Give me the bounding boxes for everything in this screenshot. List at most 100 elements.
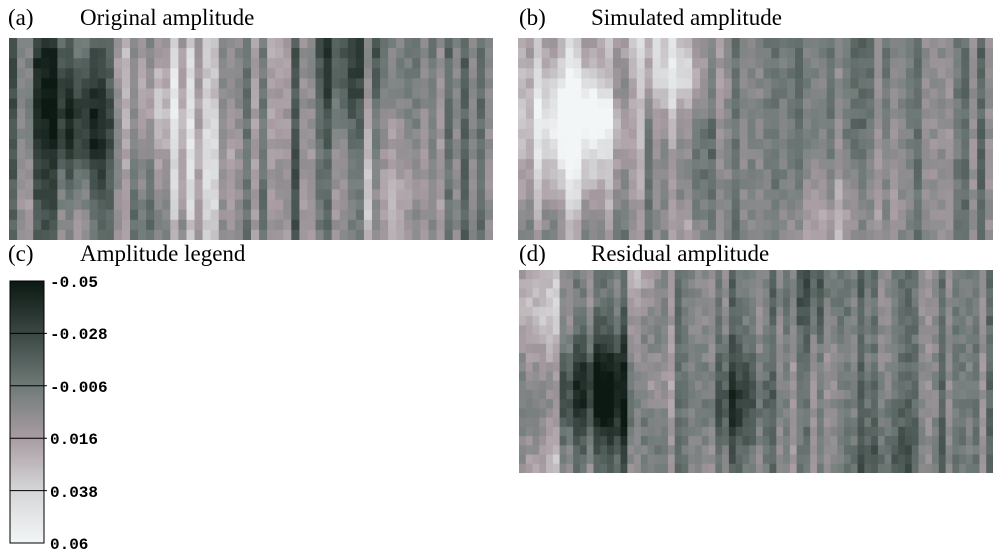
pixel (542, 119, 551, 130)
pixel (648, 307, 655, 317)
pixel (702, 372, 709, 382)
pixel (939, 445, 946, 455)
pixel (364, 129, 373, 140)
pixel (709, 325, 716, 335)
pixel (763, 408, 770, 418)
pixel (621, 89, 630, 100)
pixel (291, 169, 300, 180)
pixel (914, 38, 923, 49)
pixel (885, 390, 892, 400)
pixel (811, 58, 820, 69)
pixel (404, 99, 413, 110)
pixel (550, 200, 559, 211)
pixel (919, 270, 926, 280)
pixel (283, 139, 292, 150)
pixel (388, 230, 397, 240)
pixel (634, 418, 641, 428)
pixel (729, 445, 736, 455)
pixel (783, 298, 790, 308)
pixel (722, 372, 729, 382)
pixel (763, 418, 770, 428)
pixel (953, 159, 962, 170)
pixel (566, 230, 575, 240)
pixel (621, 78, 630, 89)
pixel (267, 200, 276, 211)
pixel (634, 298, 641, 308)
pixel (629, 149, 638, 160)
pixel (959, 399, 966, 409)
pixel (566, 58, 575, 69)
pixel (634, 353, 641, 363)
pixel (702, 381, 709, 391)
pixel (178, 129, 187, 140)
pixel (661, 58, 670, 69)
pixel (938, 38, 947, 49)
pixel (905, 399, 912, 409)
pixel (283, 220, 292, 231)
pixel (969, 220, 978, 231)
pixel (708, 220, 717, 231)
pixel (420, 119, 429, 130)
pixel (267, 78, 276, 89)
pixel (871, 316, 878, 326)
pixel (742, 279, 749, 289)
pixel (607, 270, 614, 280)
pixel (819, 220, 828, 231)
pixel (566, 335, 573, 345)
pixel (843, 169, 852, 180)
pixel (946, 220, 955, 231)
pixel (898, 362, 905, 372)
pixel (702, 455, 709, 465)
pixel (546, 362, 553, 372)
pixel (864, 390, 871, 400)
pixel (688, 279, 695, 289)
pixel (550, 99, 559, 110)
pixel (684, 230, 693, 240)
pixel (882, 190, 891, 201)
pixel (729, 390, 736, 400)
pixel (973, 288, 980, 298)
pixel (783, 353, 790, 363)
pixel (684, 38, 693, 49)
pixel (566, 399, 573, 409)
pixel (827, 99, 836, 110)
pixel (919, 372, 926, 382)
pixel (259, 139, 268, 150)
pixel (715, 464, 722, 473)
pixel (364, 89, 373, 100)
pixel (952, 325, 959, 335)
pixel (597, 119, 606, 130)
pixel (154, 99, 163, 110)
pixel (653, 119, 662, 130)
pixel (122, 159, 131, 170)
pixel (299, 149, 308, 160)
pixel (396, 58, 405, 69)
pixel (307, 210, 316, 221)
pixel (162, 139, 171, 150)
pixel (518, 48, 527, 59)
pixel (648, 399, 655, 409)
pixel (372, 210, 381, 221)
pixel (874, 169, 883, 180)
pixel (771, 200, 780, 211)
pixel (533, 288, 540, 298)
pixel (90, 200, 99, 211)
pixel (291, 230, 300, 240)
pixel (445, 190, 454, 201)
pixel (676, 179, 685, 190)
pixel (906, 179, 915, 190)
pixel (316, 58, 325, 69)
pixel (709, 381, 716, 391)
pixel (783, 335, 790, 345)
pixel (684, 119, 693, 130)
pixel (25, 38, 34, 49)
pixel (138, 190, 147, 201)
pixel (702, 353, 709, 363)
pixel (898, 89, 907, 100)
pixel (546, 353, 553, 363)
pixel (817, 344, 824, 354)
pixel (952, 353, 959, 363)
pixel (307, 78, 316, 89)
pixel (682, 436, 689, 446)
pixel (49, 190, 58, 201)
